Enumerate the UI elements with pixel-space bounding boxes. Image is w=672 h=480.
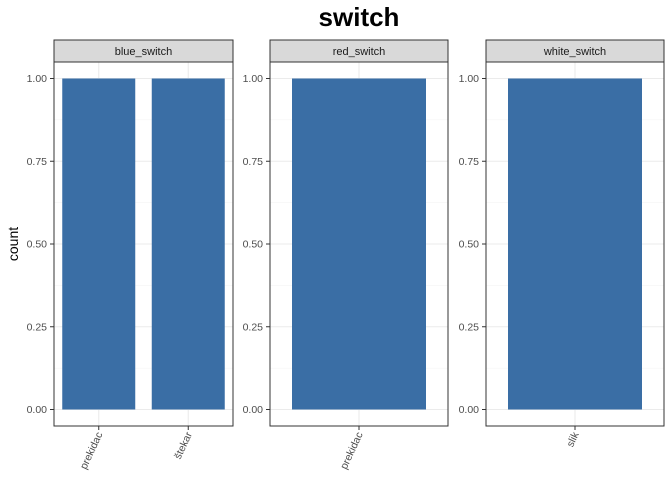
bar <box>508 78 642 410</box>
x-tick-label: prekidac <box>78 430 106 471</box>
y-tick-label: 1.00 <box>27 73 48 85</box>
y-tick-label: 0.50 <box>243 239 264 251</box>
y-tick-label: 0.75 <box>27 156 48 168</box>
y-tick-label: 0.25 <box>27 321 48 333</box>
bar <box>62 78 136 410</box>
facet-strip-label: blue_switch <box>115 46 172 58</box>
chart-title: switch <box>319 2 400 32</box>
y-tick-label: 0.50 <box>27 239 48 251</box>
y-tick-label: 0.25 <box>243 321 264 333</box>
y-tick-label: 0.25 <box>459 321 480 333</box>
facet-panel: white_switch 0.00 0.25 0.50 0.75 1.00 slik <box>459 39 665 449</box>
facet-panel: red_switch 0.00 0.25 0.50 0.75 1.00 prekidac <box>243 39 449 471</box>
x-tick-label: prekidac <box>338 430 366 471</box>
bar <box>292 78 426 410</box>
facet-strip-label: red_switch <box>333 46 386 58</box>
bar <box>151 78 225 410</box>
y-tick-label: 0.75 <box>243 156 264 168</box>
y-tick-label: 0.00 <box>27 404 48 416</box>
facet-strip-label: white_switch <box>543 46 606 58</box>
facet-panels: blue_switch 0.00 0.25 0.50 0.75 1.00 prekidac š… <box>27 39 665 471</box>
x-tick-label: slik <box>564 430 582 449</box>
y-tick-label: 0.00 <box>459 404 480 416</box>
y-tick-label: 0.00 <box>243 404 264 416</box>
y-axis-label: count <box>5 227 21 261</box>
y-tick-label: 0.50 <box>459 239 480 251</box>
y-tick-label: 1.00 <box>243 73 264 85</box>
facet-panel: blue_switch 0.00 0.25 0.50 0.75 1.00 prekidac š… <box>27 39 234 471</box>
y-tick-label: 1.00 <box>459 73 480 85</box>
x-tick-label: štekar <box>172 430 195 461</box>
y-tick-label: 0.75 <box>459 156 480 168</box>
